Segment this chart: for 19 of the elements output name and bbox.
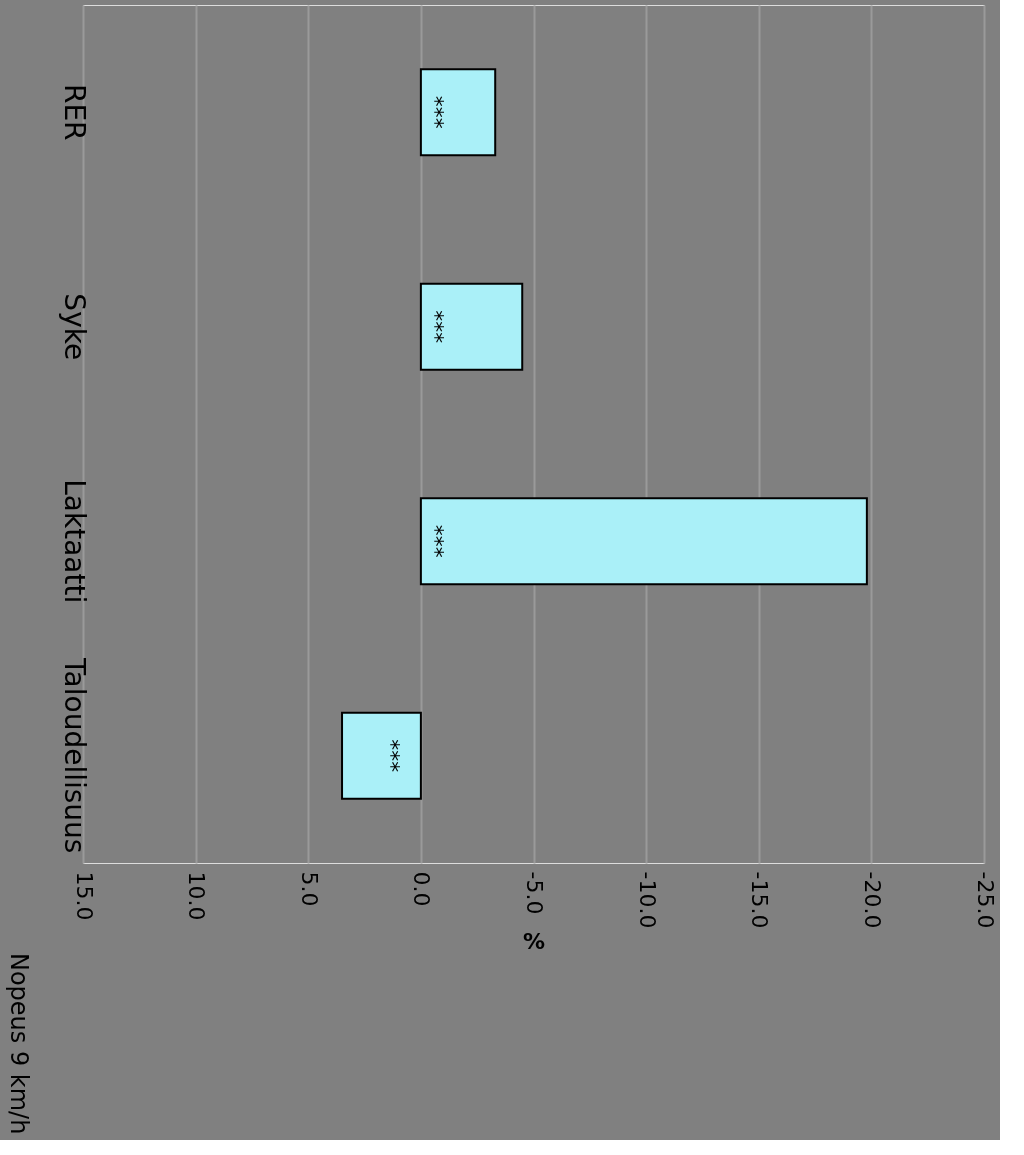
x-tick-label: -5.0 bbox=[522, 871, 547, 915]
y-tick-label: Laktaatti bbox=[57, 479, 91, 604]
annotation: *** bbox=[422, 310, 448, 344]
x-tick-label: 10.0 bbox=[184, 871, 210, 921]
x-tick-label: -25.0 bbox=[972, 871, 998, 929]
x-tick-label: 0.0 bbox=[409, 871, 435, 907]
x-tick-label: -10.0 bbox=[634, 871, 660, 929]
annotation: *** bbox=[378, 739, 404, 773]
y-tick-label: Taloudellisuus bbox=[57, 657, 91, 854]
x-tick-label: -15.0 bbox=[747, 871, 773, 929]
text: Nopeus 9 km/h bbox=[5, 952, 33, 1135]
annotation: *** bbox=[422, 95, 448, 129]
x-axis-title: % bbox=[522, 929, 546, 955]
x-tick-label: 15.0 bbox=[71, 871, 97, 921]
annotation: *** bbox=[422, 524, 448, 558]
y-tick-label: RER bbox=[57, 83, 91, 141]
x-tick-label: 5.0 bbox=[296, 871, 322, 907]
y-tick-label: Syke bbox=[57, 293, 91, 361]
x-tick-label: -20.0 bbox=[859, 871, 885, 929]
